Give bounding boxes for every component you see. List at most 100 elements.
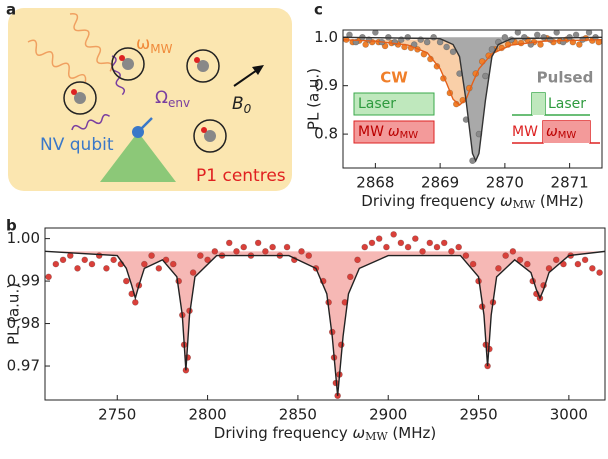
- data-point: [417, 36, 425, 43]
- data-point: [45, 273, 52, 281]
- label-sub: MW: [513, 198, 536, 211]
- data-point: [482, 72, 489, 80]
- mw-symbol-label: ωMW: [546, 124, 576, 141]
- p1-electrons: [71, 55, 207, 133]
- x-tick-label: 2868: [356, 174, 394, 192]
- data-point: [502, 252, 509, 259]
- data-point: [74, 265, 81, 272]
- label-text: Driving frequency: [214, 424, 353, 442]
- data-point: [545, 265, 553, 272]
- data-point: [197, 252, 204, 259]
- data-point: [354, 256, 361, 264]
- p1-spins: [74, 58, 216, 142]
- x-tick-label: 2850: [279, 406, 317, 424]
- data-point: [433, 243, 441, 251]
- data-point: [298, 248, 305, 255]
- fit-line: [45, 250, 605, 396]
- data-point: [233, 248, 240, 255]
- data-point: [462, 252, 470, 259]
- mw-symbol: ω: [388, 124, 400, 140]
- data-point: [443, 43, 450, 51]
- data-point: [469, 260, 477, 268]
- data-point: [88, 260, 96, 268]
- data-point: [95, 252, 103, 259]
- y-tick-label: 0.9: [314, 76, 338, 94]
- mw-box: [353, 120, 435, 144]
- nv-arrow: [137, 117, 153, 133]
- fit-area: [45, 251, 605, 396]
- symbol: Ω: [155, 88, 168, 108]
- laser-box: [353, 92, 435, 116]
- data-point: [240, 243, 248, 251]
- label-unit: (MHz): [388, 424, 437, 442]
- y-axis-label: PL (a.u.): [5, 283, 23, 345]
- microwave-wave: [69, 13, 113, 72]
- data-point: [524, 260, 531, 268]
- data-point: [412, 235, 419, 242]
- data-point: [514, 30, 522, 36]
- label-symbol: ω: [353, 424, 366, 442]
- data-point: [433, 63, 441, 70]
- data-point: [204, 256, 211, 264]
- x-tick-label: 2871: [551, 174, 589, 192]
- fit-area: [343, 37, 602, 161]
- data-point: [440, 239, 448, 247]
- p1-centres: [63, 47, 227, 153]
- data-point: [269, 243, 276, 251]
- data-point: [576, 41, 583, 48]
- plot-area: [45, 231, 605, 400]
- data-point: [262, 248, 269, 255]
- data-point: [169, 260, 177, 268]
- fit-line: [343, 36, 602, 163]
- data-point: [455, 243, 462, 251]
- y-axis-label: PL (a.u.): [305, 68, 323, 130]
- data-point: [516, 256, 524, 264]
- data-point: [495, 265, 502, 272]
- data-point: [430, 33, 437, 41]
- symbol: B: [232, 94, 244, 114]
- label-text: Driving frequency: [361, 192, 500, 210]
- data-point: [375, 235, 383, 242]
- mw-sub: MW: [400, 130, 419, 141]
- x-tick-label: 2870: [486, 174, 524, 192]
- data-point: [305, 252, 313, 259]
- data-point: [423, 38, 431, 46]
- data-point: [404, 243, 412, 251]
- data-point: [520, 33, 528, 41]
- panel-label: a: [6, 1, 16, 19]
- data-point: [589, 265, 596, 272]
- x-tick-label: 2750: [98, 406, 136, 424]
- laser-label: Laser: [358, 96, 396, 112]
- data-point: [572, 31, 580, 39]
- panel-label: c: [314, 1, 323, 19]
- data-point: [540, 33, 548, 41]
- field-arrowhead: [252, 65, 264, 75]
- field-label: B0: [232, 94, 252, 116]
- laser-cone: [100, 132, 176, 182]
- data-point: [110, 256, 117, 264]
- diagram-background: [8, 8, 292, 191]
- mw-sub: MW: [558, 130, 577, 141]
- mw-symbol: ω: [546, 124, 558, 140]
- laser-label: Laser: [548, 96, 586, 112]
- data-point: [552, 256, 560, 264]
- label-symbol: ω: [500, 192, 513, 210]
- inset-title: CW: [380, 69, 408, 87]
- data-point: [155, 265, 163, 272]
- p1-label: P1 centres: [196, 166, 286, 186]
- microwave-wave: [27, 39, 87, 83]
- mw-label: MW: [512, 124, 538, 140]
- label-sub: MW: [365, 430, 388, 443]
- data-point: [225, 239, 233, 247]
- fit-line: [343, 38, 602, 106]
- data-point: [581, 256, 589, 264]
- data-point: [122, 277, 130, 285]
- mw-label: MW ωMW: [358, 124, 418, 141]
- data-point: [574, 260, 582, 268]
- panel-label: b: [6, 217, 17, 235]
- data-point: [346, 273, 354, 281]
- env-wave: [111, 55, 126, 96]
- y-tick-label: 0.97: [7, 357, 40, 375]
